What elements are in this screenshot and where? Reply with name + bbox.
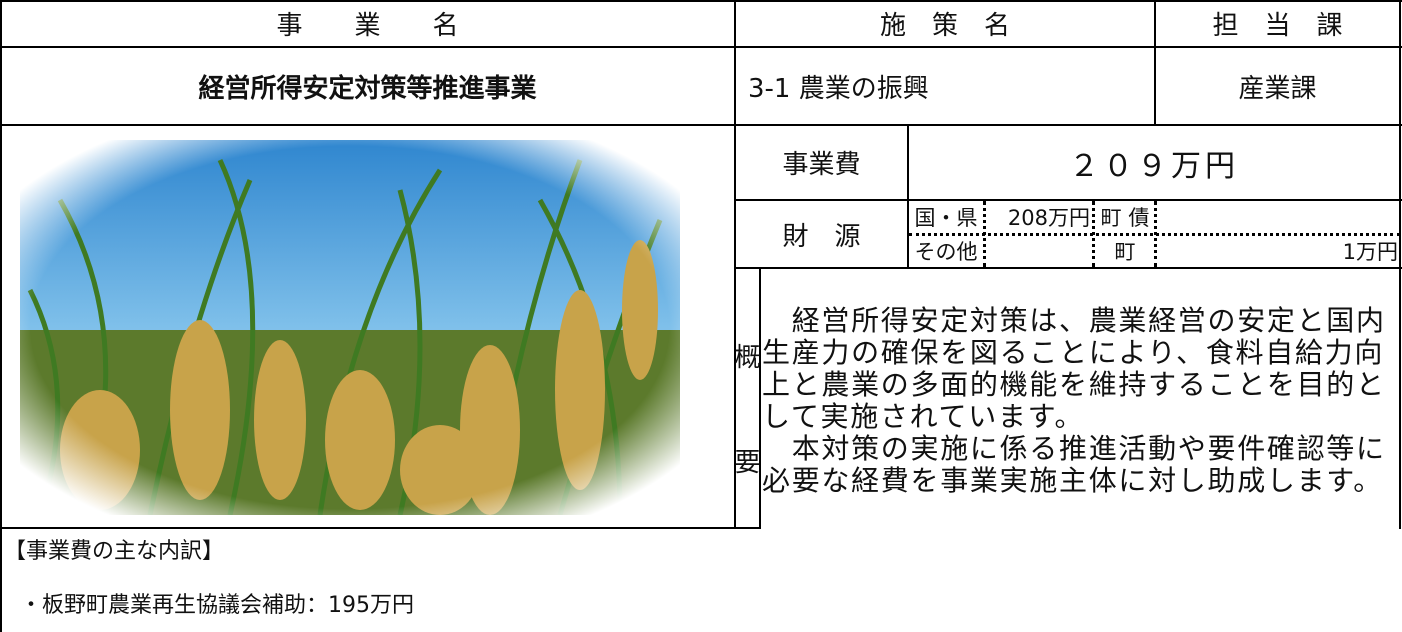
dotted-line bbox=[983, 201, 986, 267]
border bbox=[735, 199, 1402, 201]
funding-bond-label: 町 債 bbox=[1100, 206, 1150, 230]
funding-national-label: 国・県 bbox=[914, 206, 978, 230]
header-cell: 担 当 課 bbox=[1212, 11, 1343, 41]
cost-value: ２０９万円 bbox=[1069, 148, 1239, 184]
breakdown-item: ・板野町農業再生協議会補助：195万円 bbox=[20, 593, 414, 618]
dept-name: 産業課 bbox=[1238, 73, 1317, 104]
border bbox=[0, 0, 2, 632]
border bbox=[1154, 0, 1156, 125]
funding-town-label: 町 bbox=[1114, 240, 1136, 264]
border bbox=[734, 0, 736, 529]
breakdown-title: 【事業費の主な内訳】 bbox=[4, 539, 225, 564]
policy-name: 3-1 農業の振興 bbox=[748, 73, 929, 104]
dotted-line bbox=[1154, 201, 1157, 267]
rice-photo bbox=[20, 140, 680, 515]
summary-label: 概 bbox=[734, 342, 761, 373]
summary-paragraph: 経営所得安定対策は、農業経営の安定と国内生産力の確保を図ることにより、食料自給力… bbox=[762, 304, 1386, 433]
summary-paragraph: 本対策の実施に係る推進活動や要件確認等に必要な経費を事業実施主体に対し助成します… bbox=[762, 432, 1386, 497]
header-cell: 事 業 名 bbox=[276, 11, 459, 41]
cost-label: 事業費 bbox=[782, 150, 861, 180]
border bbox=[1399, 0, 1401, 529]
border bbox=[0, 124, 1402, 126]
border bbox=[0, 46, 1402, 48]
funding-national-value: 208万円 bbox=[1007, 206, 1090, 230]
header-cell: 施 策 名 bbox=[879, 11, 1010, 41]
border bbox=[0, 527, 760, 529]
funding-town-value: 1万円 bbox=[1342, 240, 1398, 264]
dotted-line bbox=[1092, 201, 1095, 267]
border bbox=[735, 267, 1402, 269]
project-name: 経営所得安定対策等推進事業 bbox=[198, 73, 537, 104]
border bbox=[0, 0, 1402, 2]
funding-label: 財 源 bbox=[782, 221, 861, 252]
border bbox=[907, 125, 909, 268]
border bbox=[759, 268, 761, 529]
summary-text: 経営所得安定対策は、農業経営の安定と国内生産力の確保を図ることにより、食料自給力… bbox=[762, 305, 1390, 497]
summary-label: 要 bbox=[734, 447, 761, 478]
funding-other-label: その他 bbox=[914, 240, 978, 264]
